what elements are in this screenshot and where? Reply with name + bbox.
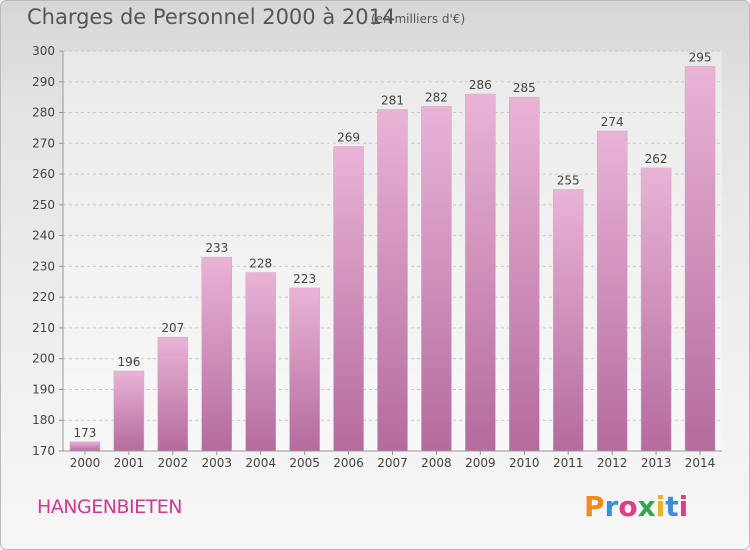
bar xyxy=(640,167,672,452)
bar xyxy=(596,130,628,452)
proxiti-logo[interactable]: Proxiti xyxy=(584,490,688,523)
y-tick-label: 290 xyxy=(32,75,55,89)
chart-title: Charges de Personnel 2000 à 2014 xyxy=(27,5,396,29)
data-label: 228 xyxy=(249,257,272,271)
data-label: 274 xyxy=(601,115,624,129)
logo-letter: x xyxy=(637,490,656,523)
logo-letter: i xyxy=(655,490,666,523)
bar xyxy=(69,441,101,452)
commune-name: HANGENBIETEN xyxy=(37,496,182,518)
x-tick-label: 2009 xyxy=(465,456,496,470)
x-tick-label: 2002 xyxy=(158,456,189,470)
logo-letter: t xyxy=(665,490,679,523)
bar xyxy=(333,146,364,452)
logo-letter: r xyxy=(604,490,619,523)
data-label: 282 xyxy=(425,90,448,104)
y-tick-label: 300 xyxy=(32,44,55,58)
x-tick-label: 2006 xyxy=(333,456,364,470)
x-tick-label: 2014 xyxy=(685,456,716,470)
x-tick-label: 2011 xyxy=(553,456,584,470)
data-label: 196 xyxy=(117,355,140,369)
x-tick-label: 2005 xyxy=(289,456,320,470)
y-tick-label: 260 xyxy=(32,167,55,181)
data-label: 173 xyxy=(74,426,97,440)
x-tick-label: 2003 xyxy=(201,456,232,470)
bar xyxy=(157,336,189,452)
x-tick-label: 2004 xyxy=(245,456,276,470)
bar xyxy=(509,96,540,452)
bar xyxy=(201,256,233,452)
data-label: 233 xyxy=(205,241,228,255)
x-tick-label: 2008 xyxy=(421,456,452,470)
data-label: 223 xyxy=(293,272,316,286)
x-tick-label: 2007 xyxy=(377,456,408,470)
data-label: 281 xyxy=(381,93,404,107)
logo-letter: o xyxy=(618,490,638,523)
y-tick-label: 210 xyxy=(32,321,55,335)
bar xyxy=(377,109,408,452)
y-tick-label: 190 xyxy=(32,382,55,396)
y-tick-label: 240 xyxy=(32,229,55,243)
chart-subtitle: (en milliers d'€) xyxy=(371,12,466,26)
bar xyxy=(465,93,496,452)
bar xyxy=(289,287,320,452)
data-label: 262 xyxy=(645,152,668,166)
y-tick-label: 200 xyxy=(32,352,55,366)
x-tick-label: 2013 xyxy=(641,456,672,470)
y-tick-label: 250 xyxy=(32,198,55,212)
x-tick-label: 2001 xyxy=(114,456,145,470)
y-tick-label: 180 xyxy=(32,413,55,427)
data-label: 285 xyxy=(513,81,536,95)
bar xyxy=(552,189,584,452)
bar xyxy=(684,66,716,452)
x-tick-label: 2012 xyxy=(597,456,628,470)
x-tick-label: 2010 xyxy=(509,456,540,470)
logo-letter: i xyxy=(678,490,689,523)
y-tick-label: 280 xyxy=(32,106,55,120)
bar xyxy=(421,106,452,452)
data-label: 269 xyxy=(337,130,360,144)
data-label: 255 xyxy=(557,173,580,187)
data-label: 295 xyxy=(689,50,712,64)
y-tick-label: 170 xyxy=(32,444,55,458)
bar xyxy=(113,370,145,452)
x-tick-label: 2000 xyxy=(70,456,101,470)
data-label: 207 xyxy=(161,321,184,335)
y-tick-label: 220 xyxy=(32,290,55,304)
y-tick-label: 270 xyxy=(32,136,55,150)
y-tick-label: 230 xyxy=(32,259,55,273)
data-label: 286 xyxy=(469,78,492,92)
logo-letter: P xyxy=(584,490,605,523)
bar xyxy=(245,272,276,452)
